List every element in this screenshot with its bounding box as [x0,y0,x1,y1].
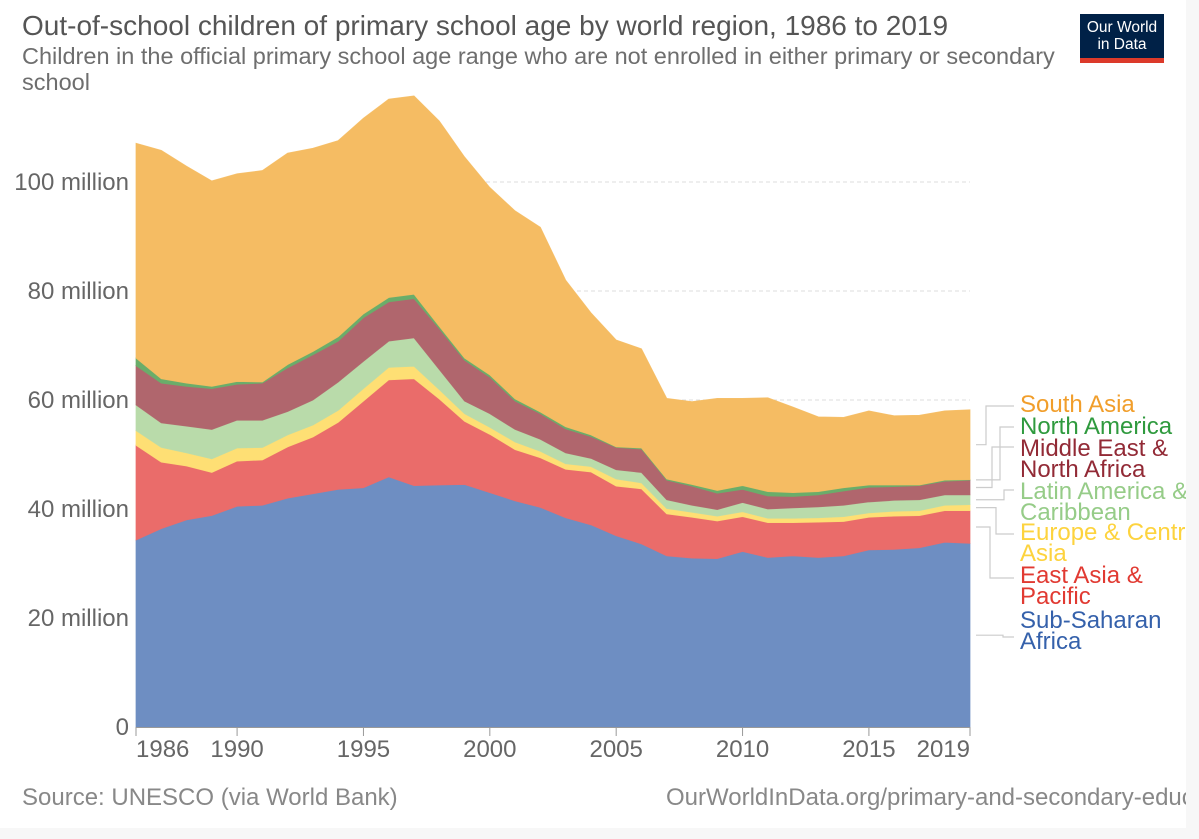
legend-south-asia[interactable]: South Asia [1020,391,1135,418]
legend-connector [976,634,1014,638]
logo-line-1: Our World [1086,19,1158,36]
source-url[interactable]: OurWorldInData.org/primary-and-secondary… [666,784,1186,811]
legend-connector [976,405,1014,446]
y-tick-label: 0 [116,714,129,741]
y-tick-label: 100 million [14,169,129,196]
y-tick-label: 20 million [28,605,129,632]
legend-connector [976,489,1014,501]
x-tick-label: 1995 [337,736,390,763]
legend-latin-america-caribbean[interactable]: Latin America & Caribbean [1020,478,1186,526]
x-tick-label: 2019 [917,736,970,763]
x-tick-label: 2015 [842,736,895,763]
legend-connector [976,507,1014,535]
stacked-area-chart: 0 20 million 40 million 60 million 80 mi… [14,95,1014,763]
x-tick-label: 2010 [716,736,769,763]
x-tick-label: 1990 [210,736,263,763]
x-tick-label: 2005 [589,736,642,763]
legend-east-asia-pacific[interactable]: East Asia & Pacific [1020,562,1143,610]
legend-connector [976,526,1014,579]
owid-logo[interactable]: Our World in Data [1080,14,1164,63]
source-note: Source: UNESCO (via World Bank) [22,784,398,811]
legend-europe-central-asia[interactable]: Europe & Central Asia [1020,519,1186,567]
legend-connector [976,446,1014,489]
legend-connector [976,426,1014,481]
y-tick-label: 60 million [28,387,129,414]
legend-sub-saharan-africa[interactable]: Sub-Saharan Africa [1020,607,1162,655]
x-tick-label: 1986 [136,736,189,763]
y-tick-label: 40 million [28,496,129,523]
chart-title: Out-of-school children of primary school… [22,10,949,41]
legend-middle-east-north-africa[interactable]: Middle East & North Africa [1020,435,1169,483]
chart-frame: Out-of-school children of primary school… [14,10,1186,811]
chart-subtitle: Children in the official primary school … [22,43,1055,95]
logo-line-2: in Data [1097,36,1147,53]
y-tick-label: 80 million [28,278,129,305]
x-tick-label: 2000 [463,736,516,763]
area-south-asia [135,95,971,494]
legend-north-america[interactable]: North America [1020,413,1173,440]
